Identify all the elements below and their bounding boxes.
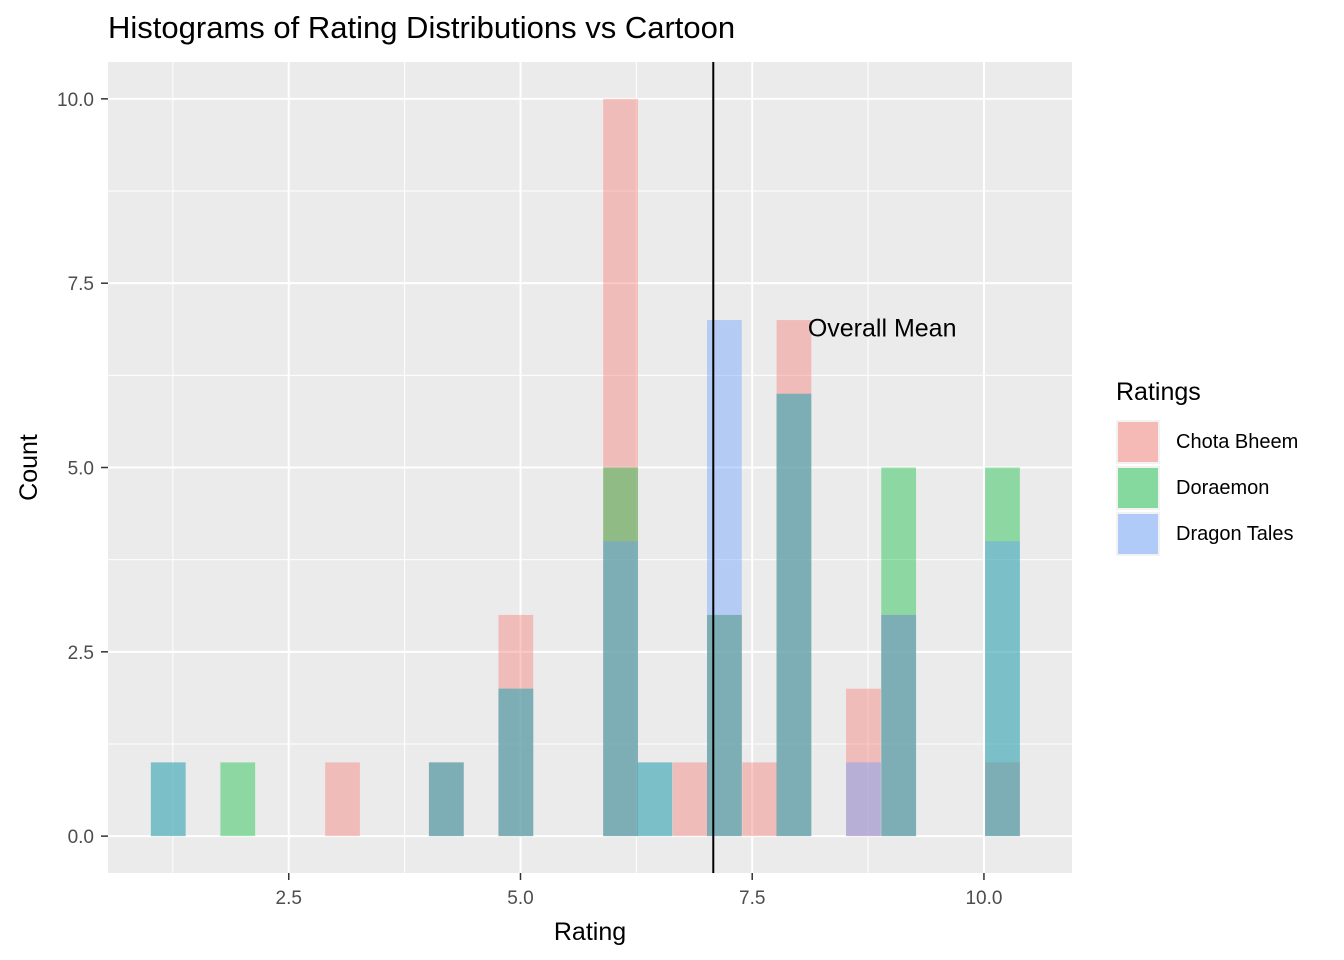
bar-doraemon [881,467,917,837]
bar-doraemon [498,688,534,837]
legend-key [1116,512,1160,556]
legend-swatch [1118,514,1158,554]
legend: Ratings Chota Bheem Doraemon Dragon Tales [1116,378,1298,557]
y-tick-label: 7.5 [68,274,94,295]
bar-chota-bheem [985,762,1020,837]
major-gridlines [108,62,1072,873]
bar-doraemon [603,467,638,837]
bar-doraemon [150,762,186,837]
bar-dragon-tales [881,614,917,837]
bar-chota-bheem [325,762,360,837]
legend-swatch [1118,422,1158,462]
bar-chota-bheem [428,762,464,837]
bar-doraemon [428,762,464,837]
bar-dragon-tales [428,762,464,837]
bar-chota-bheem [742,762,778,837]
series-dragon-tales [150,320,1020,837]
legend-key [1116,420,1160,464]
y-axis-title: Count [15,434,43,501]
y-axis: 0.0 2.5 5.0 7.5 10.0 [57,90,108,848]
legend-title: Ratings [1116,378,1201,406]
bar-dragon-tales [603,541,638,837]
bar-doraemon [985,467,1020,837]
legend-item-doraemon: Doraemon [1116,465,1298,511]
x-axis-title: Rating [554,918,626,946]
x-tick-label: 10.0 [965,888,1002,909]
bar-chota-bheem [881,614,917,837]
chart-title: Histograms of Rating Distributions vs Ca… [108,10,736,45]
bar-chota-bheem [776,320,812,837]
legend-label: Dragon Tales [1176,522,1294,545]
bar-dragon-tales [776,393,812,837]
y-tick-label: 5.0 [68,459,94,480]
bar-dragon-tales [985,541,1020,837]
bar-doraemon [637,762,673,837]
legend-label: Chota Bheem [1176,430,1299,453]
legend-swatch [1118,468,1158,508]
bar-dragon-tales [498,688,534,837]
bar-chota-bheem [672,762,708,837]
y-tick-label: 2.5 [68,643,94,664]
x-tick-label: 7.5 [739,888,765,909]
y-tick-label: 0.0 [68,827,94,848]
bar-chota-bheem [603,98,638,837]
legend-key [1116,466,1160,510]
x-axis: 2.5 5.0 7.5 10.0 [276,873,1002,909]
bar-chota-bheem [846,688,881,837]
x-tick-label: 2.5 [276,888,302,909]
legend-label: Doraemon [1176,476,1270,499]
bar-dragon-tales [707,320,742,837]
bar-doraemon [220,762,256,837]
bar-doraemon [776,393,812,837]
bar-dragon-tales [637,762,673,837]
bar-dragon-tales [150,762,186,837]
x-tick-label: 5.0 [507,888,533,909]
legend-item-dragon-tales: Dragon Tales [1116,511,1298,557]
legend-item-chota-bheem: Chota Bheem [1116,419,1298,465]
overall-mean-label: Overall Mean [808,314,957,342]
bar-chota-bheem [498,614,534,837]
bar-dragon-tales [846,762,881,837]
y-tick-label: 10.0 [57,90,94,111]
